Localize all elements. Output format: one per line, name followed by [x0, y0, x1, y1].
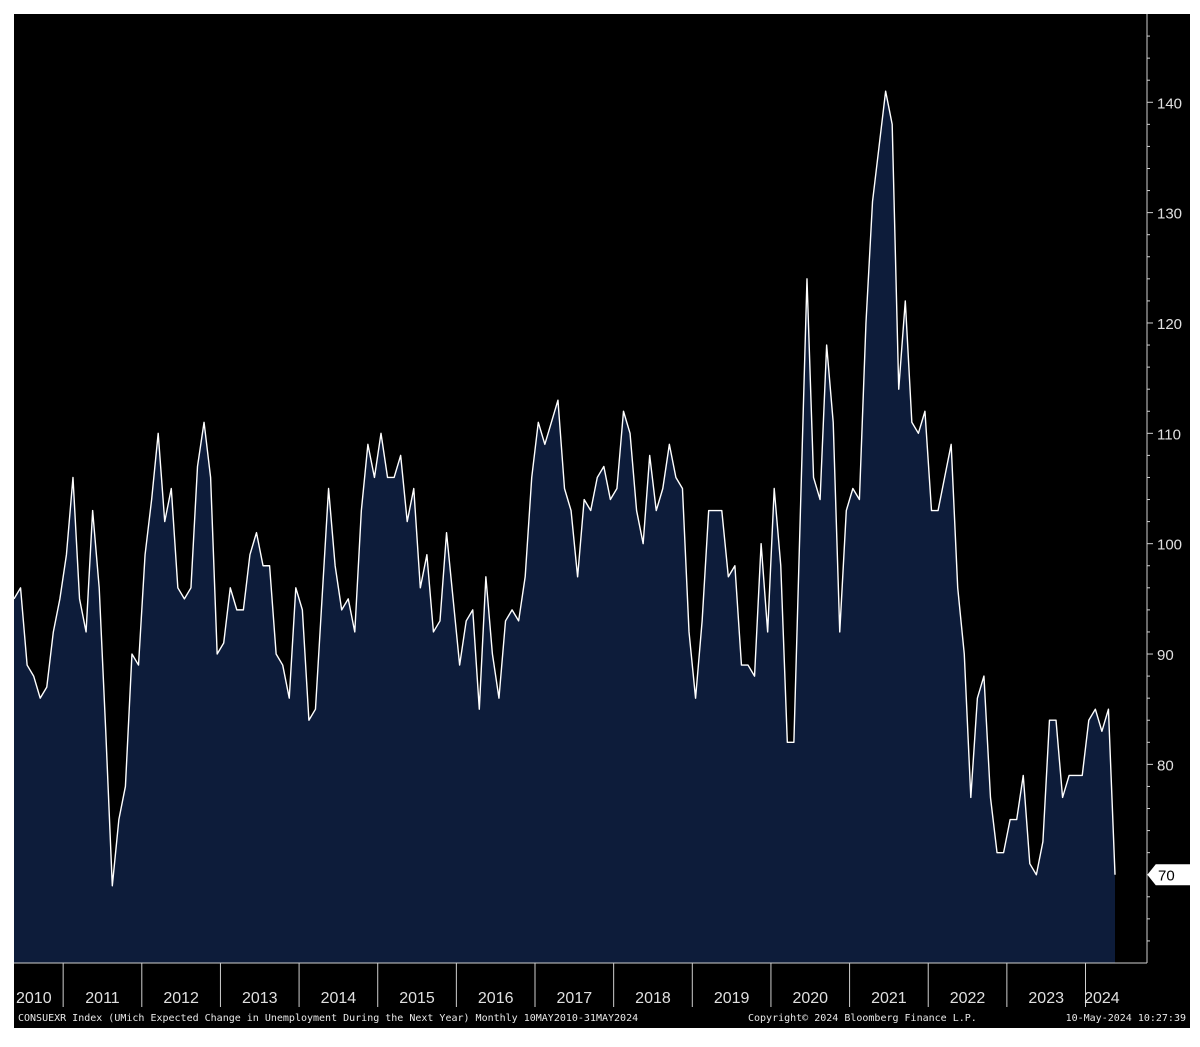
x-tick-label: 2021 [871, 990, 907, 1007]
x-tick-label: 2012 [163, 990, 199, 1007]
footer-series-description: CONSUEXR Index (UMich Expected Change in… [18, 1013, 639, 1024]
x-tick-label: 2010 [16, 990, 52, 1007]
last-value-label: 70 [1158, 868, 1175, 885]
series-area-fill [14, 91, 1115, 964]
x-tick-label: 2013 [242, 990, 278, 1007]
x-tick-label: 2016 [478, 990, 514, 1007]
y-tick-label: 140 [1157, 95, 1182, 112]
x-tick-label: 2019 [714, 990, 750, 1007]
x-tick-label: 2023 [1028, 990, 1064, 1007]
y-tick-label: 100 [1157, 537, 1182, 554]
x-tick-label: 2018 [635, 990, 671, 1007]
x-tick-label: 2017 [557, 990, 593, 1007]
x-tick-label: 2011 [85, 990, 120, 1007]
x-tick-label: 2015 [399, 990, 435, 1007]
x-tick-label: 2022 [950, 990, 986, 1007]
y-tick-label: 80 [1157, 757, 1174, 774]
series-line [13, 90, 1116, 887]
x-tick-label: 2020 [792, 990, 828, 1007]
last-value-tag [1147, 864, 1191, 886]
y-tick-label: 110 [1157, 426, 1181, 443]
x-tick-label: 2014 [321, 990, 357, 1007]
footer-timestamp: 10-May-2024 10:27:39 [1065, 1013, 1186, 1024]
footer-copyright: Copyright© 2024 Bloomberg Finance L.P. [748, 1013, 977, 1024]
y-tick-label: 90 [1157, 647, 1174, 664]
y-tick-label: 120 [1157, 316, 1182, 333]
y-tick-label: 130 [1157, 206, 1182, 223]
x-tick-label: 2024 [1084, 990, 1120, 1007]
